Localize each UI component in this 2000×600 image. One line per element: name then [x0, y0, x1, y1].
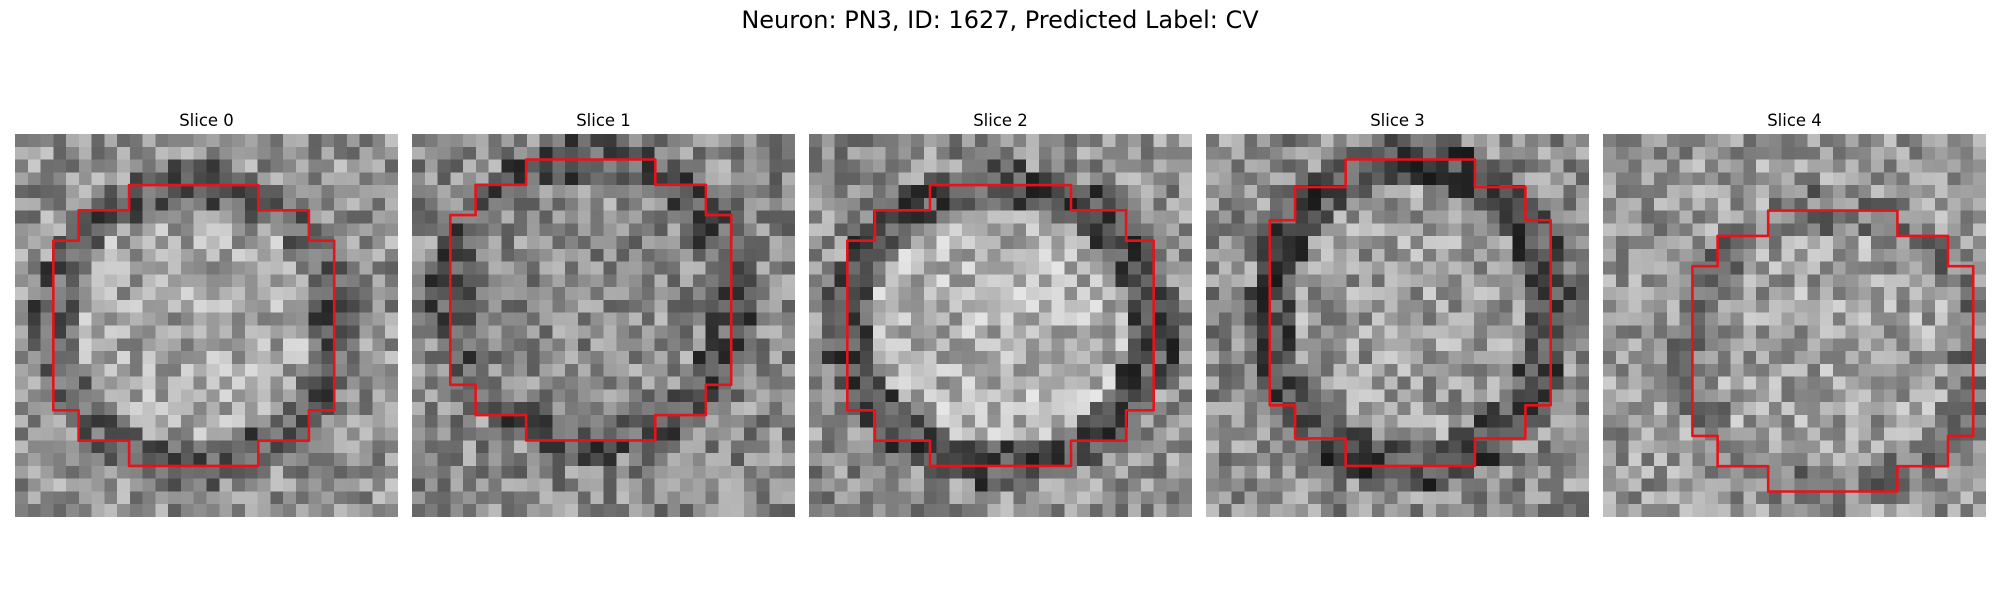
- slice-panel-3: Slice 3: [1206, 108, 1589, 517]
- segmentation-contour: [1691, 209, 1975, 493]
- slice-panel-4: Slice 4: [1603, 108, 1986, 517]
- segmentation-contour: [1268, 158, 1553, 468]
- slice-panel-1: Slice 1: [412, 108, 795, 517]
- slice-panel-0: Slice 0: [15, 108, 398, 517]
- contour-outline: [845, 183, 1156, 468]
- slice-image: [1603, 134, 1986, 517]
- slice-title: Slice 4: [1767, 111, 1822, 130]
- contour-outline: [1268, 158, 1553, 468]
- slice-title: Slice 2: [973, 111, 1028, 130]
- contour-outline: [51, 183, 336, 468]
- contour-outline: [448, 158, 733, 442]
- slice-title: Slice 0: [179, 111, 234, 130]
- slice-panel-2: Slice 2: [809, 108, 1192, 517]
- slice-title: Slice 3: [1370, 111, 1425, 130]
- contour-outline: [1691, 209, 1975, 493]
- slice-image: [809, 134, 1192, 517]
- figure-title: Neuron: PN3, ID: 1627, Predicted Label: …: [741, 6, 1259, 34]
- segmentation-contour: [845, 183, 1156, 468]
- slice-title: Slice 1: [576, 111, 631, 130]
- segmentation-contour: [51, 183, 336, 468]
- segmentation-contour: [448, 158, 733, 442]
